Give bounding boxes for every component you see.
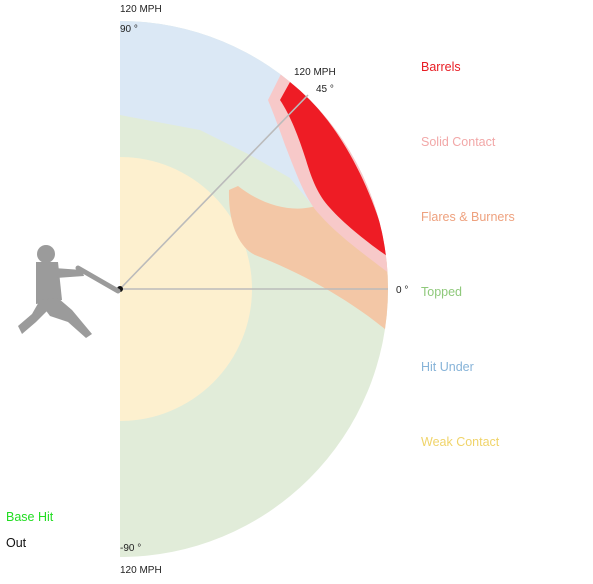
legend-hit-under: Hit Under — [421, 360, 474, 374]
speed-label-bottom: 120 MPH — [120, 565, 162, 576]
angle-label-neg90: -90 ° — [120, 543, 141, 554]
batter-silhouette — [18, 245, 121, 338]
legend-topped: Topped — [421, 285, 462, 299]
flares-burners-zone — [228, 186, 388, 334]
outcome-key: Base Hit Out — [6, 510, 54, 550]
legend-flares-burners: Flares & Burners — [421, 210, 515, 224]
angle-label-0: 0 ° — [396, 285, 408, 296]
angle-45-line — [119, 94, 309, 290]
zone-legend: Barrels Solid Contact Flares & Burners T… — [421, 60, 515, 449]
speed-label-top: 120 MPH — [120, 4, 162, 15]
legend-barrels: Barrels — [421, 60, 461, 74]
outcome-base-hit: Base Hit — [6, 510, 54, 524]
legend-solid-contact: Solid Contact — [421, 135, 496, 149]
angle-label-45: 45 ° — [316, 84, 334, 95]
speed-label-45: 120 MPH — [294, 67, 336, 78]
angle-label-90: 90 ° — [120, 24, 138, 35]
weak-contact-zone — [120, 157, 252, 421]
legend-weak-contact: Weak Contact — [421, 435, 500, 449]
outcome-out: Out — [6, 536, 27, 550]
barrels-zone — [280, 82, 388, 258]
